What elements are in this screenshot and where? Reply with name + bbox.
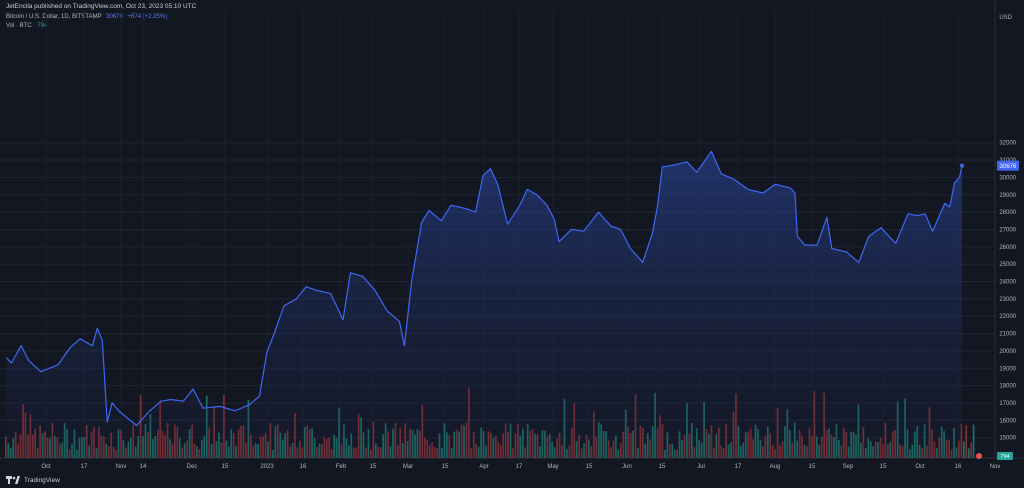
- x-tick-label: May: [547, 464, 558, 470]
- x-tick-label: Oct: [915, 464, 925, 470]
- last-price-dot: [960, 163, 964, 168]
- x-tick-label: Mar: [403, 464, 413, 470]
- y-tick-label: 27000: [999, 227, 1016, 233]
- x-tick-label: 2023: [260, 464, 274, 470]
- volume-badge-label: 794: [1000, 454, 1009, 460]
- x-tick-label: 15: [880, 464, 887, 470]
- y-tick-label: 24000: [999, 280, 1016, 286]
- x-tick-label: 14: [140, 464, 147, 470]
- y-tick-label: 22000: [999, 314, 1016, 320]
- volume-bar: [972, 424, 975, 458]
- x-tick-label: 15: [222, 464, 229, 470]
- volume-badge: [997, 452, 1013, 460]
- event-marker-icon: [976, 453, 982, 459]
- price-change: +674 (+2.25%): [127, 14, 168, 20]
- x-tick-label: Sep: [843, 464, 854, 470]
- volume-legend: Vol · BTC 794: [6, 23, 47, 29]
- x-tick-label: 15: [809, 464, 816, 470]
- x-tick-label: Nov: [116, 464, 127, 470]
- publish-info: JetEncila published on TradingView.com, …: [6, 3, 197, 10]
- brand-name: TradingView: [24, 476, 60, 484]
- y-tick-label: 19000: [999, 366, 1016, 372]
- x-tick-label: 15: [659, 464, 666, 470]
- volume-bar: [965, 425, 968, 458]
- y-tick-label: 30000: [999, 175, 1016, 181]
- x-tick-label: 16: [300, 464, 307, 470]
- y-tick-label: 15000: [999, 436, 1016, 442]
- x-tick-label: Aug: [770, 464, 781, 470]
- x-tick-label: Feb: [336, 464, 347, 470]
- y-tick-label: 20000: [999, 349, 1016, 355]
- volume-bar: [970, 442, 972, 458]
- y-tick-label: 18000: [999, 384, 1016, 390]
- price-area: [6, 151, 962, 458]
- volume-value: 794: [37, 23, 48, 29]
- currency-label: USD: [999, 15, 1012, 21]
- y-tick-label: 17000: [999, 401, 1016, 407]
- x-tick-label: Jul: [697, 464, 705, 470]
- symbol-legend: Bitcoin / U.S. Dollar, 1D, BITSTAMP 3067…: [6, 14, 167, 20]
- volume-bar: [967, 448, 970, 458]
- y-tick-label: 29000: [999, 193, 1016, 199]
- last-price-badge-label: 30676: [1000, 164, 1017, 170]
- x-tick-label: 16: [955, 464, 962, 470]
- x-tick-label: 17: [81, 464, 88, 470]
- x-tick-label: Nov: [990, 464, 1001, 470]
- tradingview-logo-icon: [6, 476, 20, 484]
- x-tick-label: 17: [735, 464, 742, 470]
- price-line: [6, 150, 963, 427]
- y-tick-label: 32000: [999, 141, 1016, 147]
- last-price: 30676: [106, 14, 123, 20]
- volume-label: Vol · BTC: [6, 23, 32, 29]
- symbol-name: Bitcoin / U.S. Dollar, 1D, BITSTAMP: [6, 14, 102, 20]
- x-tick-label: 17: [516, 464, 523, 470]
- x-tick-label: 15: [442, 464, 449, 470]
- y-tick-label: 16000: [999, 418, 1016, 424]
- volume-bar: [5, 436, 7, 458]
- y-tick-label: 21000: [999, 332, 1016, 338]
- y-tick-label: 28000: [999, 210, 1016, 216]
- x-tick-label: Oct: [41, 464, 51, 470]
- footer: TradingView: [6, 476, 60, 484]
- volume-bar: [962, 441, 965, 458]
- y-tick-label: 25000: [999, 262, 1016, 268]
- x-tick-label: Apr: [479, 464, 488, 470]
- x-tick-label: Dec: [187, 464, 198, 470]
- last-price-badge: [997, 160, 1019, 171]
- x-tick-label: 15: [370, 464, 377, 470]
- x-tick-label: 15: [586, 464, 593, 470]
- y-tick-label: 26000: [999, 245, 1016, 251]
- x-tick-label: Jun: [622, 464, 632, 470]
- y-tick-label: 23000: [999, 297, 1016, 303]
